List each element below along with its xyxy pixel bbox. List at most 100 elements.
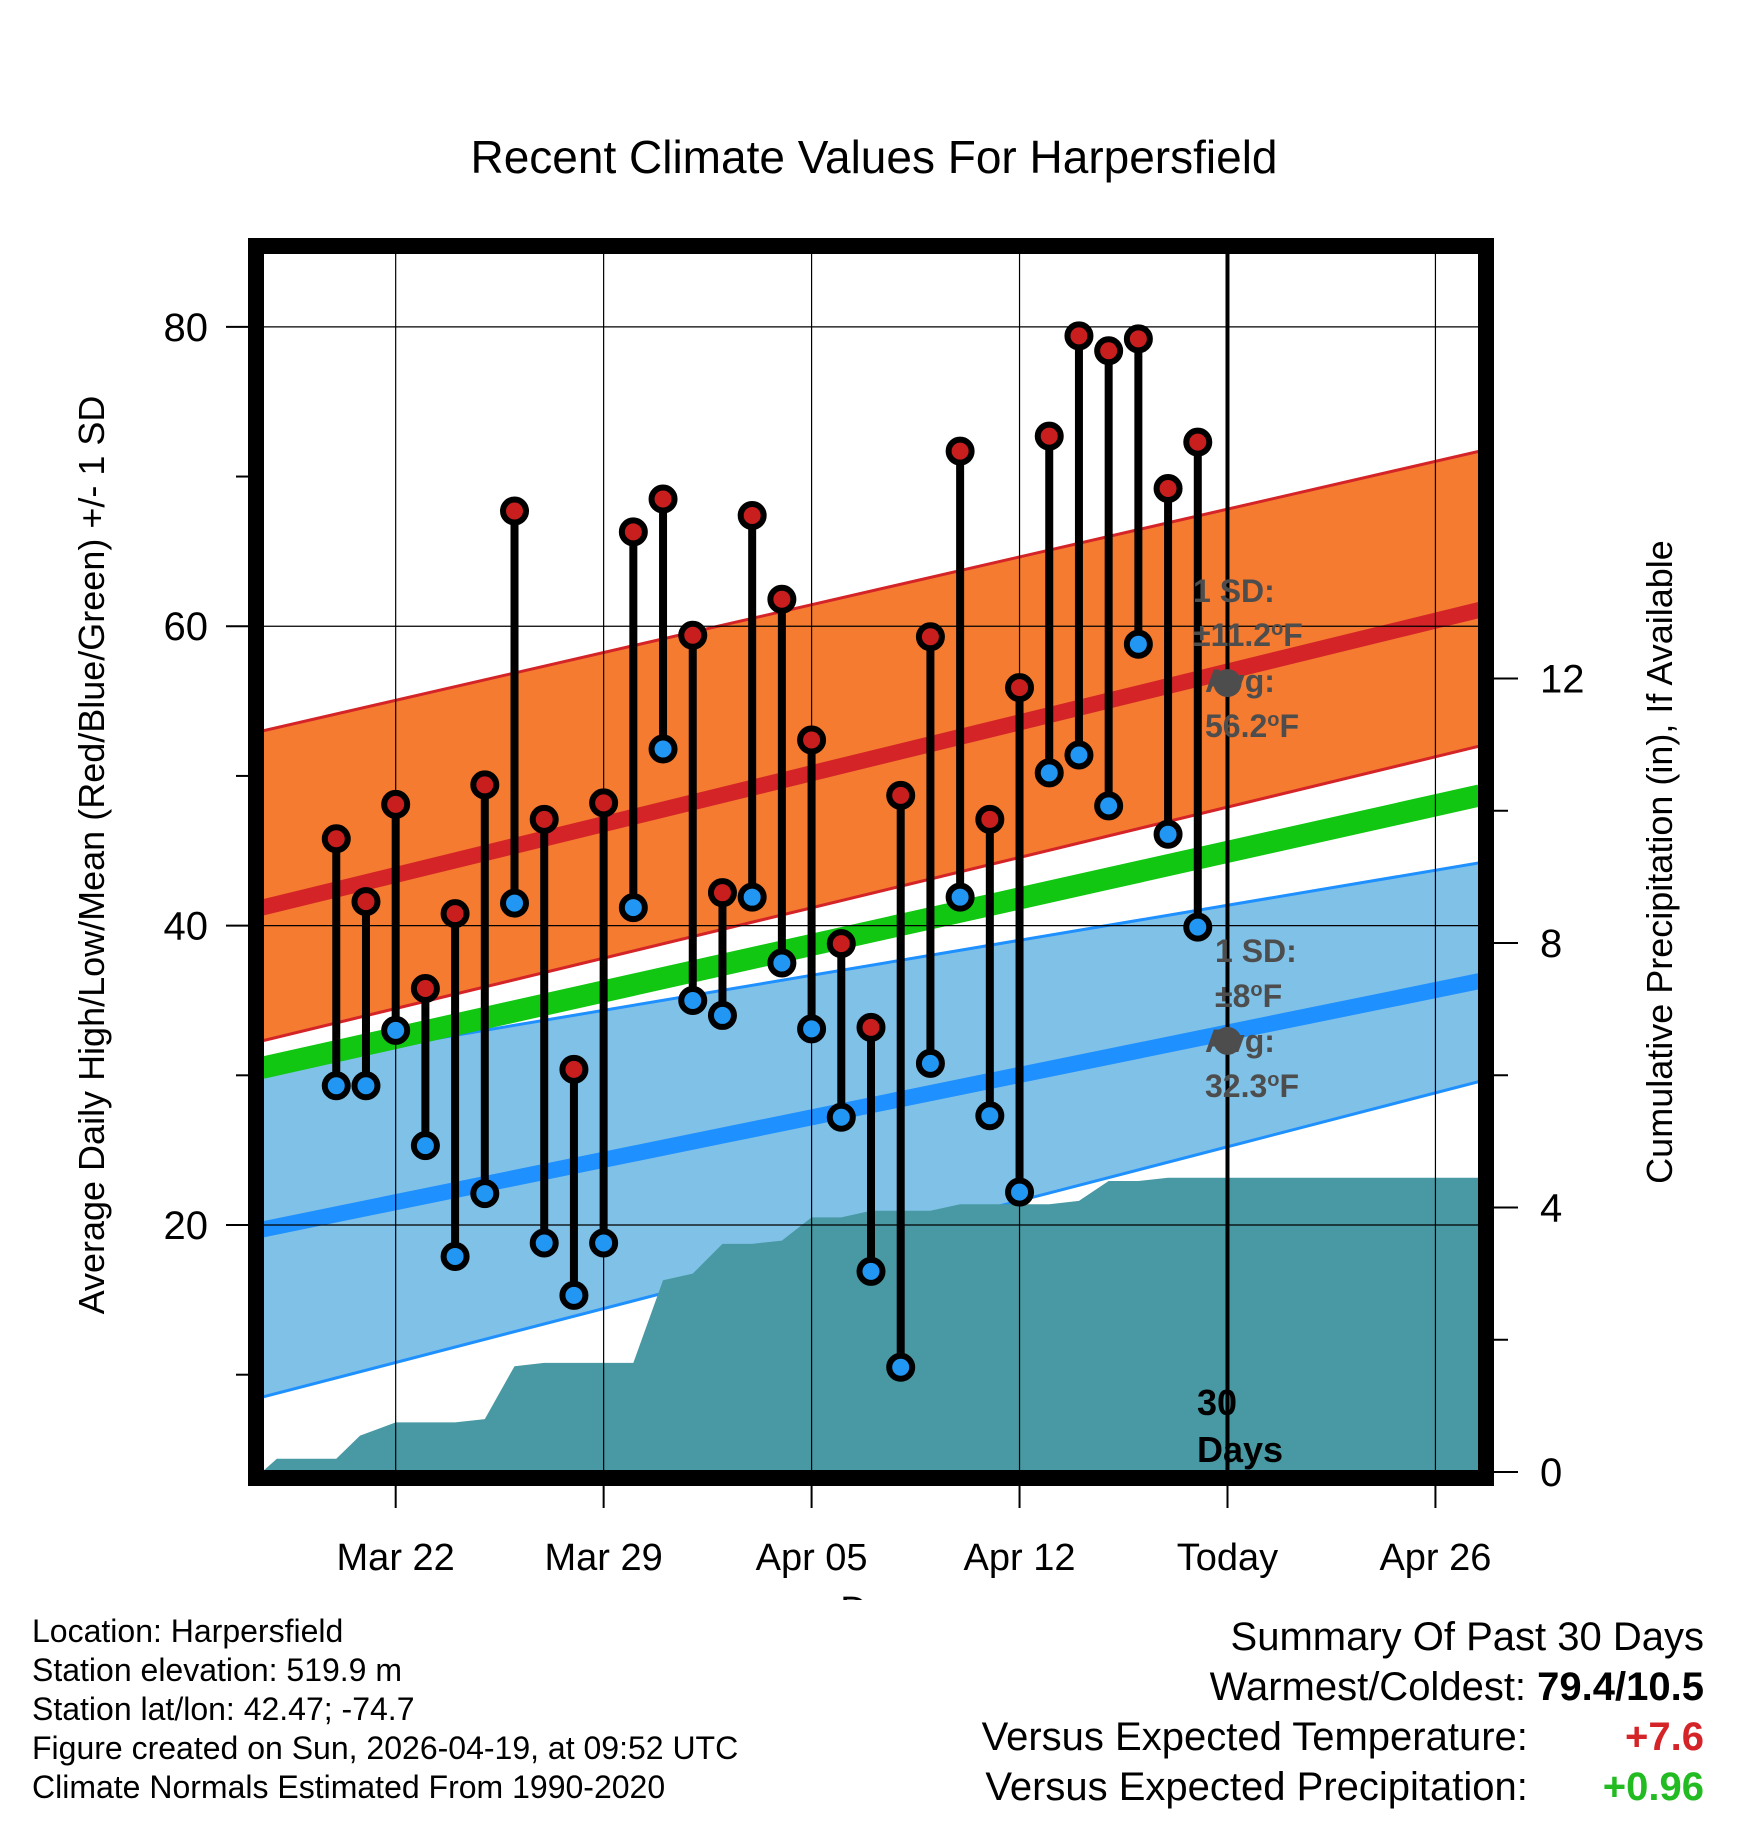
daily-high-point xyxy=(767,584,797,614)
daily-high-point xyxy=(945,436,975,466)
daily-high-point xyxy=(648,484,678,514)
daily-high-point xyxy=(500,496,530,526)
summary-warmest-label: Warmest/Coldest: xyxy=(1209,1665,1527,1709)
daily-low-point xyxy=(321,1071,351,1101)
band-layer xyxy=(262,449,1480,1472)
low-avg-value: 32.3oF xyxy=(1205,1068,1299,1104)
daily-low-point xyxy=(856,1256,886,1286)
daily-high-point xyxy=(737,500,767,530)
daily-high-point xyxy=(1094,336,1124,366)
daily-low-point xyxy=(707,1000,737,1030)
summary-precip-row: Versus Expected Precipitation: +0.96 xyxy=(982,1762,1704,1812)
daily-low-point xyxy=(470,1179,500,1209)
summary-temp-label: Versus Expected Temperature: xyxy=(981,1715,1528,1759)
high-sd-label: 1 SD: xyxy=(1193,573,1275,609)
y-axis-label: Average Daily High/Low/Mean (Red/Blue/Gr… xyxy=(71,396,112,1315)
daily-high-point xyxy=(470,770,500,800)
y2-tick-label: 4 xyxy=(1540,1187,1562,1231)
daily-high-point xyxy=(1183,427,1213,457)
daily-low-point xyxy=(1183,912,1213,942)
daily-low-point xyxy=(678,985,708,1015)
y-tick-label: 60 xyxy=(164,605,209,649)
info-elevation: Station elevation: 519.9 m xyxy=(32,1652,403,1688)
daily-low-point xyxy=(945,882,975,912)
daily-high-point xyxy=(618,517,648,547)
daily-high-point xyxy=(351,887,381,917)
daily-high-point xyxy=(589,788,619,818)
info-latlon: Station lat/lon: 42.47; -74.7 xyxy=(32,1691,415,1727)
daily-low-point xyxy=(410,1131,440,1161)
chart-title: Recent Climate Values For Harpersfield xyxy=(470,131,1277,183)
summary-temp-row: Versus Expected Temperature: +7.6 xyxy=(982,1712,1704,1762)
x-tick-label: Apr 12 xyxy=(964,1537,1076,1579)
info-location: Location: Harpersfield xyxy=(32,1613,344,1649)
info-normals: Climate Normals Estimated From 1990-2020 xyxy=(32,1769,666,1805)
today-low-avg-marker xyxy=(1213,1026,1242,1055)
x-axis: Mar 22 Mar 29 Apr 05 Apr 12 Today Apr 26 xyxy=(337,1486,1491,1579)
daily-low-point xyxy=(797,1014,827,1044)
daily-high-point xyxy=(381,789,411,819)
plot-frame xyxy=(248,238,1494,1486)
climate-chart: Recent Climate Values For Harpersfield 1… xyxy=(71,131,1680,1600)
x-axis-label: Day xyxy=(840,1590,908,1600)
daily-sticks xyxy=(321,321,1213,1382)
normal-high-line xyxy=(262,601,1480,916)
daily-high-point xyxy=(975,804,1005,834)
x-tick-label: Today xyxy=(1177,1537,1278,1579)
y2-tick-label: 12 xyxy=(1540,658,1585,702)
y2-tick-label: 0 xyxy=(1540,1451,1562,1495)
daily-high-point xyxy=(1034,421,1064,451)
daily-high-point xyxy=(915,622,945,652)
daily-high-point xyxy=(856,1012,886,1042)
grid-layer xyxy=(262,252,1480,1472)
daily-low-point xyxy=(1034,758,1064,788)
station-info: Location: Harpersfield Station elevation… xyxy=(32,1612,738,1807)
summary-warmest-value: 79.4/10.5 xyxy=(1537,1665,1704,1709)
summary-precip-value: +0.96 xyxy=(1602,1765,1704,1809)
normal-mean-line xyxy=(262,784,1480,1079)
high-sd-value: ±11.2oF xyxy=(1193,617,1303,653)
daily-low-point xyxy=(440,1241,470,1271)
daily-high-point xyxy=(410,973,440,1003)
daily-low-point xyxy=(351,1071,381,1101)
info-created: Figure created on Sun, 2026-04-19, at 09… xyxy=(32,1730,739,1766)
days-word: Days xyxy=(1197,1429,1283,1470)
daily-low-point xyxy=(500,888,530,918)
daily-low-point xyxy=(975,1101,1005,1131)
low-sd-label: 1 SD: xyxy=(1215,933,1297,969)
daily-high-point xyxy=(1123,324,1153,354)
daily-low-point xyxy=(529,1228,559,1258)
x-tick-label: Apr 26 xyxy=(1379,1537,1491,1579)
daily-low-point xyxy=(648,734,678,764)
normal-high-sd-band-lower-edge xyxy=(262,744,1480,1043)
daily-low-point xyxy=(618,893,648,923)
daily-high-point xyxy=(1064,321,1094,351)
daily-low-point xyxy=(886,1352,916,1382)
y-tick-label: 20 xyxy=(164,1204,209,1248)
normal-high-sd-band-upper-edge xyxy=(262,449,1480,733)
daily-high-point xyxy=(797,725,827,755)
daily-low-point xyxy=(1005,1177,1035,1207)
y-axis-left: 20 40 60 80 xyxy=(164,306,248,1376)
daily-low-point xyxy=(381,1015,411,1045)
x-tick-label: Apr 05 xyxy=(756,1537,868,1579)
summary-precip-label: Versus Expected Precipitation: xyxy=(985,1765,1528,1809)
y2-axis-label: Cumulative Precipitation (in), If Availa… xyxy=(1639,540,1680,1184)
daily-high-point xyxy=(707,878,737,908)
daily-low-point xyxy=(589,1228,619,1258)
plot-area: 1 SD: ±11.2oF Avg: 56.2oF 1 SD: ±8oF Avg: 32.3o… xyxy=(164,238,1585,1579)
daily-high-point xyxy=(886,780,916,810)
daily-low-point xyxy=(737,882,767,912)
daily-high-point xyxy=(678,620,708,650)
normal-high-sd-band xyxy=(262,451,1480,1041)
x-tick-label: Mar 22 xyxy=(337,1537,455,1579)
daily-high-point xyxy=(1153,474,1183,504)
y-tick-label: 40 xyxy=(164,905,209,949)
today-high-avg-marker xyxy=(1213,669,1242,698)
y-tick-label: 80 xyxy=(164,306,209,350)
summary-panel: Summary Of Past 30 Days Warmest/Coldest:… xyxy=(982,1612,1704,1812)
daily-low-point xyxy=(767,948,797,978)
summary-warmest-row: Warmest/Coldest: 79.4/10.5 xyxy=(982,1662,1704,1712)
precip-area xyxy=(262,1177,1480,1472)
daily-low-point xyxy=(1094,791,1124,821)
